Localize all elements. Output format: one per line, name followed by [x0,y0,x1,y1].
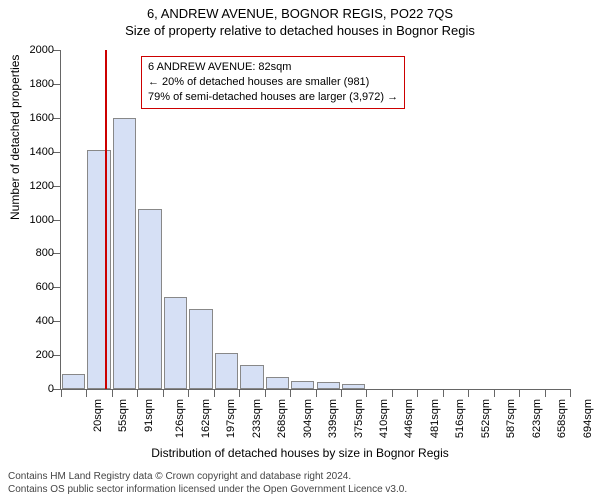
page-title: 6, ANDREW AVENUE, BOGNOR REGIS, PO22 7QS [0,0,600,21]
y-tick [53,355,61,356]
x-tick-label: 268sqm [276,399,288,438]
x-tick-label: 162sqm [200,399,212,438]
x-tick [366,389,367,397]
x-tick-label: 587sqm [505,399,517,438]
x-tick [570,389,571,397]
x-tick-label: 623sqm [531,399,543,438]
x-tick-label: 552sqm [480,399,492,438]
histogram-bar [240,365,263,389]
y-tick-label: 0 [48,383,54,395]
y-tick-label: 1400 [30,146,54,158]
y-tick-label: 1600 [30,112,54,124]
histogram-bar [317,382,340,389]
x-tick [519,389,520,397]
x-tick-label: 20sqm [92,399,104,432]
y-axis-title: Number of detached properties [8,55,22,220]
x-tick-label: 55sqm [117,399,129,432]
y-tick [53,220,61,221]
footer-line-1: Contains HM Land Registry data © Crown c… [8,470,407,483]
y-tick [53,321,61,322]
y-tick [53,152,61,153]
y-tick-label: 1200 [30,180,54,192]
histogram-bar [62,374,85,389]
x-tick-label: 375sqm [353,399,365,438]
histogram-bar [138,209,161,389]
x-tick [137,389,138,397]
x-tick [417,389,418,397]
chart-container: 6, ANDREW AVENUE, BOGNOR REGIS, PO22 7QS… [0,0,600,500]
x-tick [163,389,164,397]
y-tick-label: 200 [36,349,54,361]
x-tick-label: 694sqm [582,399,594,438]
x-tick-label: 197sqm [225,399,237,438]
x-tick [61,389,62,397]
y-tick-label: 600 [36,281,54,293]
x-tick [494,389,495,397]
x-tick-label: 304sqm [302,399,314,438]
y-tick [53,118,61,119]
histogram-bar [215,353,238,389]
histogram-bar [113,118,136,389]
x-tick-label: 658sqm [556,399,568,438]
y-tick-label: 1000 [30,214,54,226]
x-tick [265,389,266,397]
x-tick-label: 481sqm [429,399,441,438]
y-tick-label: 400 [36,315,54,327]
y-tick-label: 800 [36,247,54,259]
x-tick [341,389,342,397]
x-tick-label: 516sqm [454,399,466,438]
reference-info-box: 6 ANDREW AVENUE: 82sqm ← 20% of detached… [141,56,405,109]
y-tick [53,84,61,85]
y-tick [53,287,61,288]
x-tick [545,389,546,397]
y-tick-label: 1800 [30,78,54,90]
x-tick [290,389,291,397]
histogram-bar [342,384,365,389]
x-tick-label: 126sqm [174,399,186,438]
y-tick [53,253,61,254]
x-axis-title: Distribution of detached houses by size … [0,446,600,460]
y-tick [53,389,61,390]
y-tick [53,50,61,51]
histogram-bar [189,309,212,389]
reference-line [105,50,107,389]
histogram-bar [291,381,314,389]
x-tick [86,389,87,397]
x-tick [468,389,469,397]
x-tick [316,389,317,397]
histogram-bar [266,377,289,389]
y-tick [53,186,61,187]
x-tick-label: 339sqm [327,399,339,438]
chart-subtitle: Size of property relative to detached ho… [0,21,600,38]
footer-line-2: Contains OS public sector information li… [8,483,407,496]
x-tick-label: 91sqm [143,399,155,432]
x-tick [112,389,113,397]
x-tick-label: 233sqm [251,399,263,438]
x-tick [188,389,189,397]
histogram-bar [164,297,187,389]
info-line-3: 79% of semi-detached houses are larger (… [148,90,398,105]
x-tick [214,389,215,397]
x-tick [443,389,444,397]
x-tick [392,389,393,397]
info-line-1: 6 ANDREW AVENUE: 82sqm [148,60,398,75]
footer-attribution: Contains HM Land Registry data © Crown c… [8,470,407,496]
info-line-2: ← 20% of detached houses are smaller (98… [148,75,398,90]
x-tick [239,389,240,397]
y-tick-label: 2000 [30,44,54,56]
x-tick-label: 410sqm [378,399,390,438]
x-tick-label: 446sqm [404,399,416,438]
plot-area: 020040060080010001200140016001800200020s… [60,50,570,390]
